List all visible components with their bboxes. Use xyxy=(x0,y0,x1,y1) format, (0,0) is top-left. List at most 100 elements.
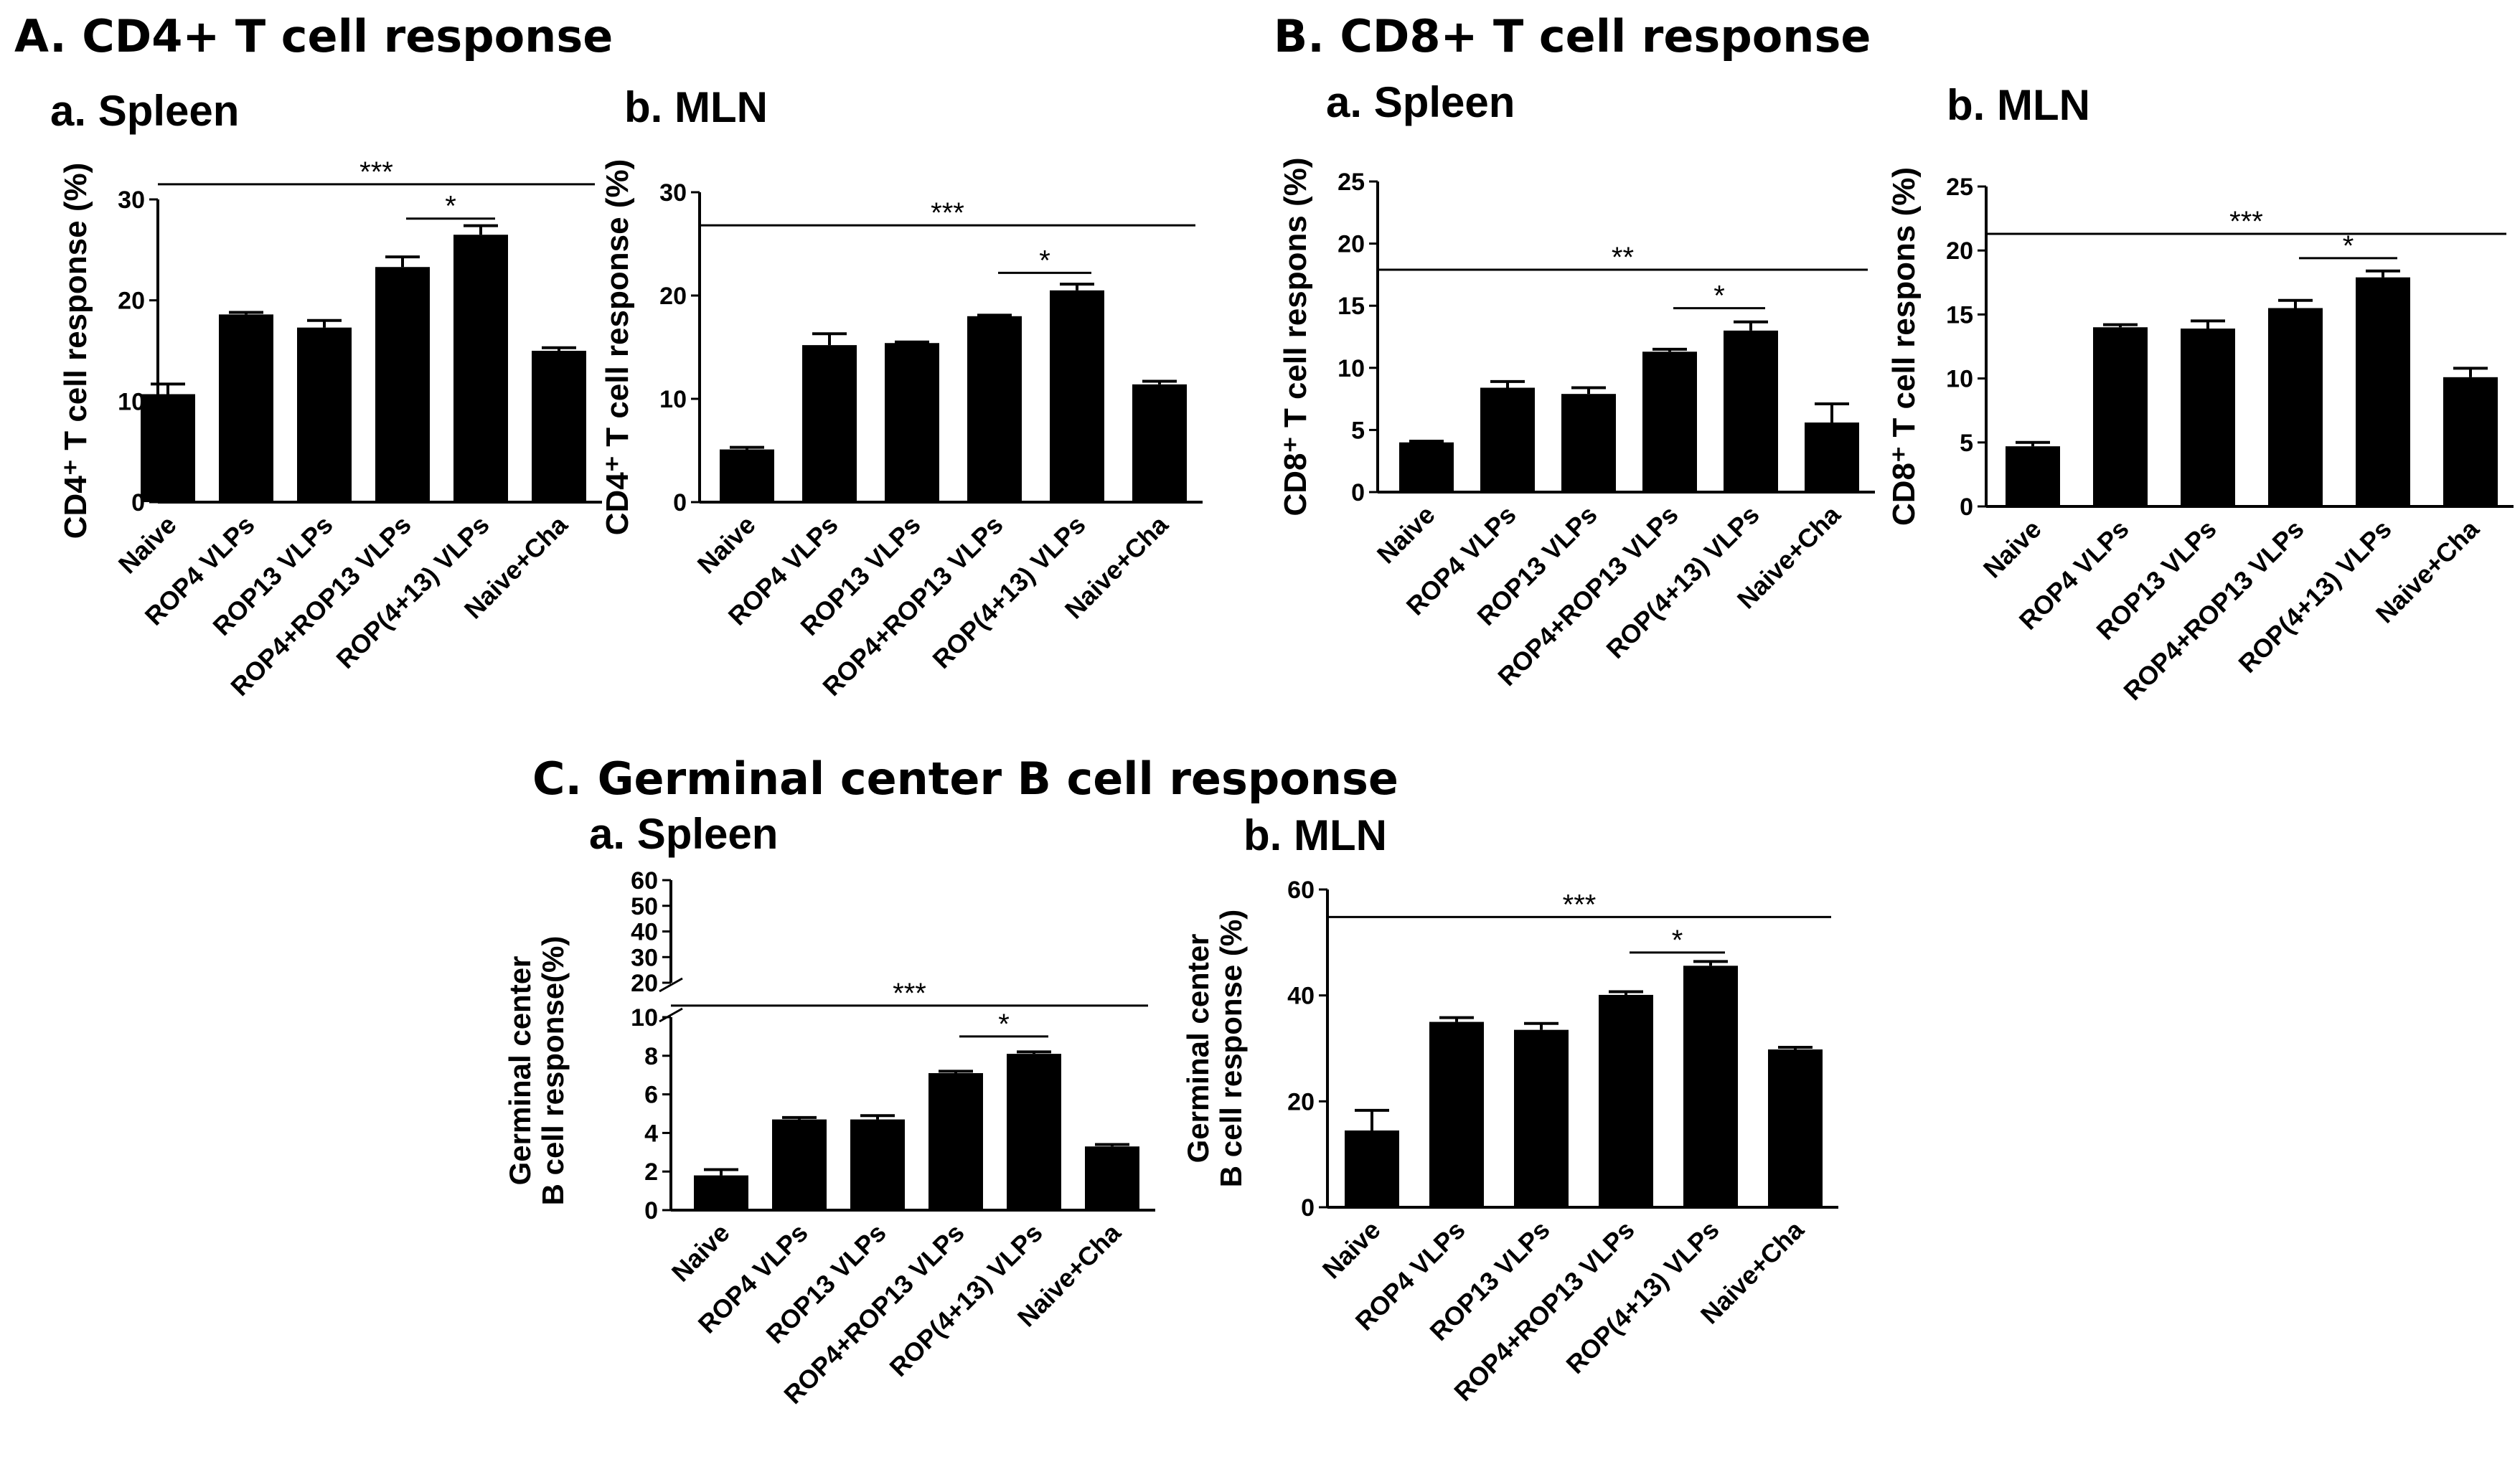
y-axis-label: B cell response(%) xyxy=(536,936,570,1206)
y-tick-label: 10 xyxy=(631,1004,658,1032)
y-tick-label: 0 xyxy=(673,489,687,516)
y-tick-label: 20 xyxy=(1337,231,1365,258)
x-tick-label: ROP(4+13) VLPs xyxy=(1560,1215,1724,1379)
bar xyxy=(850,1119,905,1210)
bar xyxy=(1050,290,1104,502)
y-tick-label: 20 xyxy=(659,283,687,310)
significance-label: * xyxy=(1713,280,1725,312)
panel-title: b. MLN xyxy=(1243,811,1387,859)
y-axis-label: CD4⁺ T cell response (%) xyxy=(58,163,93,539)
y-tick-label: 0 xyxy=(1301,1194,1315,1222)
significance-label: * xyxy=(998,1009,1010,1040)
bar xyxy=(1683,966,1738,1207)
y-tick-label: 10 xyxy=(118,388,145,415)
bar xyxy=(2268,308,2323,506)
x-tick-label: Naive xyxy=(692,510,761,580)
section-title-c: C. Germinal center B cell response xyxy=(532,752,1398,805)
y-tick-label: 20 xyxy=(118,288,145,315)
x-tick-label: ROP(4+13) VLPs xyxy=(926,510,1091,674)
y-axis-label: CD8⁺ T cell respons (%) xyxy=(1886,167,1922,526)
significance-label: *** xyxy=(1563,889,1597,920)
y-tick-label: 25 xyxy=(1946,174,1973,201)
section-title-b: B. CD8+ T cell response xyxy=(1274,10,1871,62)
bar xyxy=(532,351,586,502)
panel-title: b. MLN xyxy=(1947,81,2090,129)
y-tick-label: 40 xyxy=(631,919,658,946)
x-tick-label: Naive xyxy=(1978,514,2047,584)
bar xyxy=(1724,330,1778,492)
bar xyxy=(1514,1029,1569,1207)
y-tick-label: 20 xyxy=(1946,237,1973,265)
y-tick-label: 2 xyxy=(644,1158,658,1186)
bar xyxy=(2356,277,2410,506)
bar xyxy=(1399,442,1454,492)
y-tick-label: 50 xyxy=(631,893,658,920)
bar xyxy=(1805,423,1859,492)
bar xyxy=(928,1073,983,1210)
chart-panel-a-b: b. MLN 0 10 20 30 CD4⁺ T cell response (%) Nai… xyxy=(600,83,1203,702)
bar xyxy=(375,267,430,502)
significance-label: * xyxy=(1672,925,1683,956)
y-axis-label: Germinal center xyxy=(1181,934,1215,1164)
y-tick-label: 8 xyxy=(644,1043,658,1070)
y-tick-label: 10 xyxy=(1946,366,1973,393)
significance-label: *** xyxy=(359,156,393,188)
chart-panel-c-b: b. MLN 0 20 40 60 Germinal center B cell respo… xyxy=(1181,811,1838,1407)
panel-title: a. Spleen xyxy=(589,810,778,858)
bar xyxy=(453,235,508,502)
bar xyxy=(772,1119,827,1210)
y-tick-label: 0 xyxy=(1351,479,1365,506)
significance-label: *** xyxy=(2229,206,2263,237)
x-tick-label: Naive xyxy=(1371,500,1441,570)
y-axis-label: CD8⁺ T cell respons (%) xyxy=(1278,157,1313,516)
y-axis-label: B cell response (%) xyxy=(1214,910,1248,1187)
bar xyxy=(1345,1130,1399,1207)
bar xyxy=(2006,446,2060,506)
y-tick-label: 40 xyxy=(1287,983,1315,1010)
significance-label: *** xyxy=(931,197,964,229)
chart-panel-b-a: a. Spleen 0 5 10 15 20 25 CD8⁺ T cell respons (… xyxy=(1278,78,1875,692)
y-tick-label: 25 xyxy=(1337,169,1365,196)
bar xyxy=(1561,394,1616,492)
bar xyxy=(885,343,939,502)
axis-break-mark xyxy=(659,977,683,993)
y-tick-label: 60 xyxy=(631,867,658,895)
bar xyxy=(297,327,352,502)
bar xyxy=(720,449,774,502)
y-tick-label: 0 xyxy=(644,1197,658,1224)
bar xyxy=(1768,1049,1823,1207)
bar xyxy=(141,394,195,502)
bar xyxy=(2443,377,2498,506)
bar xyxy=(1132,384,1187,502)
y-tick-label: 4 xyxy=(644,1120,658,1147)
significance-label: * xyxy=(445,191,456,222)
significance-label: * xyxy=(2343,230,2354,262)
bar xyxy=(1642,351,1697,492)
y-tick-label: 0 xyxy=(1960,494,1973,521)
bar xyxy=(219,314,273,502)
y-tick-label: 5 xyxy=(1351,417,1365,444)
panel-title: a. Spleen xyxy=(1326,78,1515,126)
bar xyxy=(1599,994,1653,1207)
y-tick-label: 20 xyxy=(631,970,658,997)
bar xyxy=(1429,1021,1484,1207)
bar xyxy=(802,345,857,502)
y-axis-label: CD4⁺ T cell response (%) xyxy=(600,159,635,535)
panel-title: a. Spleen xyxy=(50,87,239,135)
axis-break-mark xyxy=(659,1007,683,1023)
bar xyxy=(694,1175,748,1210)
bar xyxy=(1085,1146,1139,1210)
y-tick-label: 10 xyxy=(659,386,687,413)
panel-title: b. MLN xyxy=(624,83,768,131)
x-tick-label: Naive xyxy=(1317,1215,1386,1285)
y-tick-label: 20 xyxy=(1287,1088,1315,1115)
y-tick-label: 10 xyxy=(1337,355,1365,382)
x-tick-label: Naive xyxy=(666,1218,735,1288)
x-tick-label: Naive xyxy=(113,510,182,580)
y-tick-label: 30 xyxy=(118,187,145,214)
y-tick-label: 30 xyxy=(659,179,687,207)
y-tick-label: 5 xyxy=(1960,430,1973,457)
significance-label: *** xyxy=(893,978,926,1009)
